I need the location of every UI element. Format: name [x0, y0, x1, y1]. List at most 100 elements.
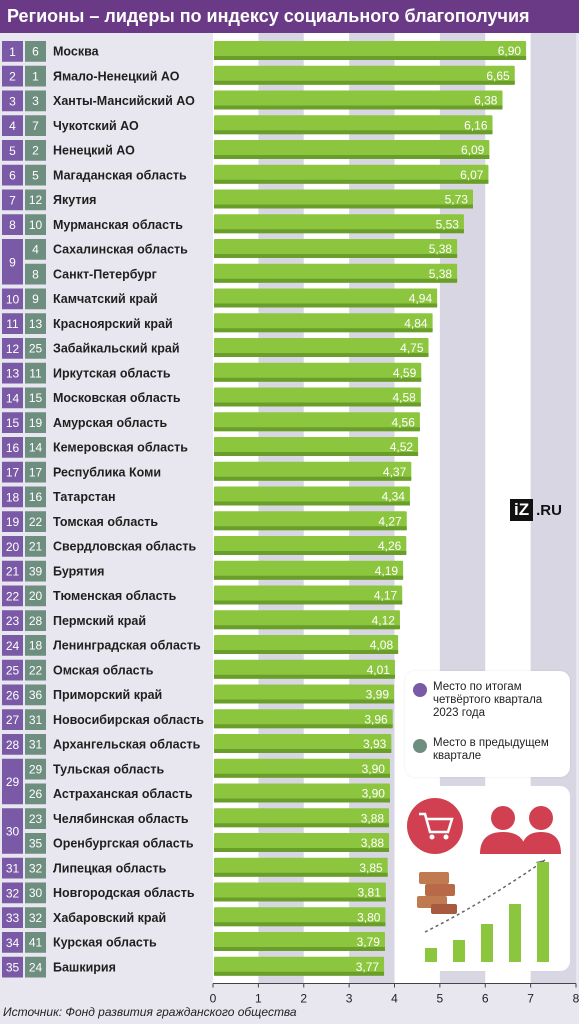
- bar: [214, 857, 388, 877]
- bar: [214, 635, 399, 654]
- prev-rank-badge: [25, 214, 46, 235]
- prev-rank-badge: [25, 486, 46, 508]
- prev-rank-label: 2: [32, 144, 39, 158]
- logo-mark: iZ: [510, 499, 534, 521]
- region-label: Липецкая область: [53, 861, 167, 875]
- prev-rank-badge: [25, 536, 46, 557]
- prev-rank-label: 31: [29, 713, 43, 727]
- bar-value-label: 4,58: [392, 391, 416, 405]
- prev-rank-badge: [25, 734, 46, 755]
- rank-label: 27: [6, 713, 20, 727]
- bar: [214, 684, 395, 704]
- x-tick-label: 5: [437, 992, 444, 1006]
- rank-badge: [2, 932, 23, 953]
- region-label: Оренбургская область: [53, 837, 194, 851]
- bar: [214, 140, 490, 159]
- rank-label: 32: [6, 886, 20, 900]
- prev-rank-badge: [25, 115, 46, 136]
- rank-badge: [2, 140, 23, 161]
- rank-label: 31: [6, 862, 20, 876]
- bar: [214, 956, 385, 976]
- rank-label: 33: [6, 911, 20, 925]
- prev-rank-badge: [25, 189, 46, 211]
- region-label: Красноярский край: [53, 317, 173, 331]
- bar-shade: [214, 353, 429, 357]
- bar-shade: [214, 402, 421, 407]
- rank-label: 28: [6, 738, 20, 752]
- growth-bars-icon: [424, 859, 549, 962]
- x-tick-label: 2: [300, 992, 307, 1006]
- prev-rank-label: 35: [29, 837, 43, 851]
- bar: [214, 659, 395, 679]
- rank-label: 22: [6, 589, 20, 603]
- prev-rank-label: 22: [29, 663, 43, 677]
- bar-value-label: 3,96: [364, 712, 388, 726]
- prev-rank-label: 6: [32, 45, 39, 59]
- prev-rank-label: 25: [29, 342, 43, 356]
- bar: [214, 90, 503, 110]
- region-label: Камчатский край: [53, 292, 158, 306]
- prev-rank-label: 28: [29, 614, 43, 628]
- rank-label: 29: [6, 775, 20, 789]
- bar: [214, 412, 420, 432]
- bar: [214, 560, 404, 580]
- prev-rank-label: 32: [29, 861, 43, 875]
- region-label: Курская область: [53, 936, 157, 950]
- bar-shade: [214, 749, 392, 753]
- prev-rank-label: 11: [29, 366, 42, 380]
- bar: [214, 833, 390, 852]
- prev-rank-badge: [25, 511, 46, 532]
- region-label: Кемеровская область: [53, 441, 188, 455]
- bar-value-label: 3,85: [359, 861, 383, 875]
- legend: Место по итогам четвёртого квартала 2023…: [405, 671, 570, 777]
- rank-label: 6: [9, 169, 16, 183]
- bar-value-label: 6,16: [464, 118, 488, 132]
- prev-rank-badge: [25, 956, 46, 978]
- rank-badge: [2, 808, 23, 854]
- bar: [214, 486, 410, 506]
- prev-rank-badge: [25, 709, 46, 730]
- prev-rank-badge: [25, 387, 46, 409]
- bar-value-label: 4,01: [367, 663, 391, 677]
- bar-shade: [214, 303, 438, 308]
- bar: [214, 709, 393, 729]
- prev-rank-label: 12: [29, 193, 43, 207]
- prev-rank-label: 4: [32, 243, 39, 257]
- rank-badge: [2, 610, 23, 631]
- illustration-panel: [405, 786, 570, 971]
- prev-rank-badge: [25, 585, 46, 607]
- prev-rank-label: 3: [32, 94, 39, 108]
- bar-value-label: 5,73: [445, 193, 469, 207]
- rank-label: 11: [6, 317, 19, 331]
- prev-rank-label: 41: [29, 936, 43, 950]
- prev-rank-label: 36: [29, 688, 43, 702]
- bar-shade: [214, 229, 464, 234]
- bar-value-label: 5,53: [436, 217, 460, 231]
- prev-rank-label: 39: [29, 564, 43, 578]
- rank-badge: [2, 635, 23, 656]
- region-label: Санкт-Петербург: [53, 267, 157, 281]
- prev-rank-badge: [25, 635, 46, 656]
- bar: [214, 239, 458, 258]
- region-label: Бурятия: [53, 564, 104, 578]
- region-label: Омская область: [53, 663, 154, 677]
- legend-item-previous: Место в предыдущем квартале: [413, 737, 565, 763]
- legend-item-current: Место по итогам четвёртого квартала 2023…: [413, 681, 565, 720]
- bar-shade: [214, 427, 420, 432]
- prev-rank-label: 21: [29, 540, 43, 554]
- bar-value-label: 4,27: [378, 514, 402, 528]
- bar-shade: [214, 551, 407, 555]
- rank-badge: [2, 882, 23, 904]
- illustration: [407, 798, 561, 962]
- region-label: Новгородская область: [53, 886, 195, 900]
- region-label: Астраханская область: [53, 787, 193, 801]
- rank-badge: [2, 214, 23, 235]
- rank-badge: [2, 659, 23, 681]
- x-tick-label: 7: [527, 992, 534, 1006]
- rank-label: 13: [6, 367, 20, 381]
- bar: [214, 115, 493, 135]
- rank-badge: [2, 412, 23, 433]
- prev-rank-label: 18: [29, 639, 43, 653]
- prev-rank-badge: [25, 560, 46, 582]
- prev-rank-badge: [25, 932, 46, 953]
